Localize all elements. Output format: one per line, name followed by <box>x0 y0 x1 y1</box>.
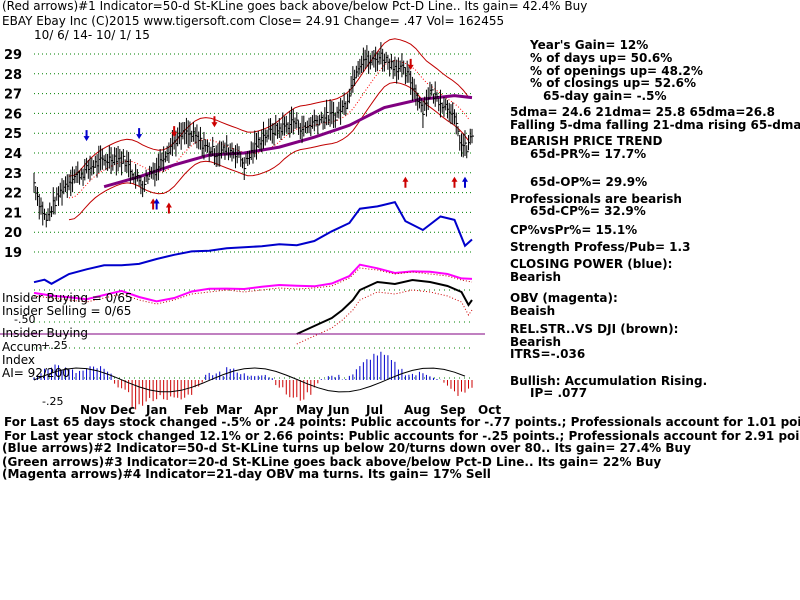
y-tick-label: 19 <box>4 246 22 261</box>
accum-label: Accum <box>2 340 43 354</box>
obv-status: Beaish <box>510 304 556 318</box>
ma-direction: Falling 5-dma falling 21-dma rising 65-d… <box>510 118 800 132</box>
x-month-label: Oct <box>478 403 501 417</box>
obv-label: OBV (magenta): <box>510 291 618 305</box>
accumulation-status: Bullish: Accumulation Rising. <box>510 374 708 388</box>
sell-arrow <box>171 126 178 138</box>
buy-arrow <box>165 202 172 214</box>
rel-strength-line <box>296 278 473 335</box>
closing-power-line <box>33 201 473 285</box>
accum-plus-label: +.25 <box>41 339 68 352</box>
y-tick-label: 24 <box>4 147 22 162</box>
index-label: Index <box>2 353 36 367</box>
y-tick-label: 23 <box>4 167 22 182</box>
y-tick-label: 29 <box>4 48 22 63</box>
rel-strength-status: Bearish <box>510 335 562 349</box>
sell-arrow <box>136 128 143 140</box>
rel-strength-label: REL.STR..VS DJI (brown): <box>510 322 679 336</box>
buy-arrow <box>451 176 458 188</box>
accum-minus-label: -.25 <box>42 395 64 408</box>
closing-power-status: Bearish <box>510 270 562 284</box>
buy-arrow <box>461 176 468 188</box>
closing-power-label: CLOSING POWER (blue): <box>510 257 673 271</box>
y-tick-label: 22 <box>4 187 22 202</box>
accum-ma-line <box>33 367 466 393</box>
ai-label: AI= 92/200 <box>2 366 70 380</box>
insider-buying-label-2: Insider Buying <box>2 326 88 340</box>
footer-blue-arrows: (Blue arrows)#2 Indicator=50-d St-KLine … <box>2 441 691 455</box>
insider-selling-label: Insider Selling = 0/65 <box>2 304 132 318</box>
price-trend: BEARISH PRICE TREND <box>510 134 663 148</box>
sell-arrow <box>83 130 90 142</box>
buy-arrow <box>150 198 157 210</box>
itrs-value: ITRS=-.036 <box>510 347 586 361</box>
x-month-label: Jul <box>365 403 383 417</box>
x-month-label: Jun <box>327 403 350 417</box>
buy-arrow <box>402 176 409 188</box>
moving-averages: 5dma= 24.6 21dma= 25.8 65dma=26.8 <box>510 105 776 119</box>
pr-pct-65d: 65d-PR%= 17.7% <box>530 147 647 161</box>
professionals-status: Professionals are bearish <box>510 192 682 206</box>
y-tick-label: 27 <box>4 88 22 103</box>
x-month-label: Feb <box>184 403 209 417</box>
cp-vs-pr: CP%vsPr%= 15.1% <box>510 223 638 237</box>
header-indicator-line: (Red arrows)#1 Indicator=50-d St-KLine g… <box>2 0 588 13</box>
obv-line <box>33 263 473 303</box>
footer-line-65-days: For Last 65 days stock changed -.5% or .… <box>4 415 800 429</box>
insider-buying-label: Insider Buying = 0/65 <box>2 291 133 305</box>
pct-days-up: % of days up= 50.6% <box>530 51 673 65</box>
rel-strength-ma-line <box>296 289 473 345</box>
pct-openings-up: % of openings up= 48.2% <box>530 64 703 78</box>
x-month-label: Apr <box>254 403 278 417</box>
x-month-label: May <box>296 403 324 417</box>
x-month-label: Sep <box>440 403 466 417</box>
buy-arrow <box>153 198 160 210</box>
x-month-label: Jan <box>145 403 167 417</box>
x-month-label: Mar <box>216 403 242 417</box>
header-ticker-line: EBAY Ebay Inc (C)2015 www.tigersoft.com … <box>2 14 505 28</box>
header-date-range: 10/ 6/ 14- 10/ 1/ 15 <box>34 28 150 42</box>
ma65-line <box>103 94 473 189</box>
gain-65day: 65-day gain= -.5% <box>543 89 667 103</box>
years-gain: Year's Gain= 12% <box>530 38 649 52</box>
x-month-label: Dec <box>110 403 135 417</box>
obv-scale-label: -.50 <box>14 313 36 326</box>
y-tick-label: 20 <box>4 226 22 241</box>
x-month-label: Aug <box>404 403 430 417</box>
sell-arrow <box>407 58 414 70</box>
sell-arrow <box>211 116 218 128</box>
y-tick-label: 26 <box>4 107 22 122</box>
ip-value: IP= .077 <box>530 386 588 400</box>
x-month-label: Nov <box>80 403 106 417</box>
footer-magenta-arrows: (Magenta arrows)#4 Indicator=21-day OBV … <box>2 467 491 481</box>
cp-pct-65d: 65d-CP%= 32.9% <box>530 204 646 218</box>
op-pct-65d: 65d-OP%= 29.9% <box>530 175 648 189</box>
y-tick-label: 21 <box>4 206 22 221</box>
strength-profess-pub: Strength Profess/Pub= 1.3 <box>510 240 691 254</box>
y-tick-label: 25 <box>4 127 22 142</box>
footer-line-year: For Last year stock changed 12.1% or 2.6… <box>4 429 800 443</box>
footer-green-arrows: (Green arrows)#3 Indicator=20-d St-KLine… <box>2 455 662 469</box>
pct-closings-up: % of closings up= 52.6% <box>530 76 697 90</box>
y-tick-label: 28 <box>4 68 22 83</box>
